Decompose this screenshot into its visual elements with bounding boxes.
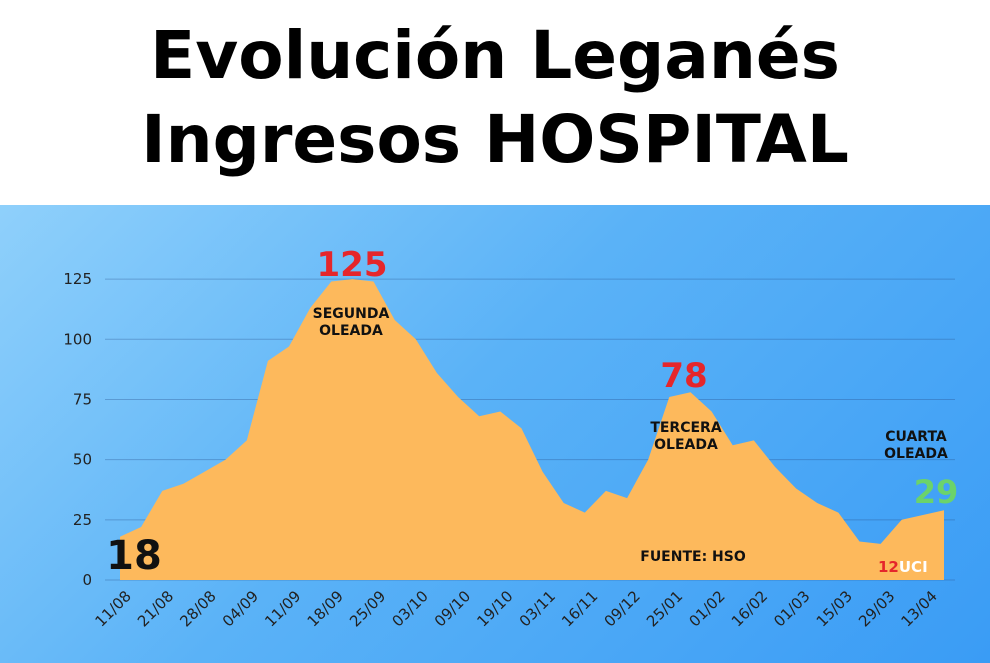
x-axis-ticks: 11/08 21/08 28/08 04/09 11/09 18/09 25/09 03/10… xyxy=(92,587,941,630)
x-tick-label: 16/11 xyxy=(558,587,601,630)
x-tick-label: 09/10 xyxy=(431,587,474,630)
x-tick-label: 01/03 xyxy=(770,587,813,630)
x-tick-label: 18/09 xyxy=(304,587,347,630)
fourth-wave-label-1: CUARTA xyxy=(885,429,947,445)
x-tick-label: 19/10 xyxy=(473,587,516,630)
title-block: Evolución Leganés Ingresos HOSPITAL xyxy=(0,0,990,205)
third-wave-value-label: 78 xyxy=(660,356,707,396)
title-line-1: Evolución Leganés xyxy=(150,17,840,94)
y-tick-label: 0 xyxy=(82,571,92,589)
x-tick-label: 15/03 xyxy=(813,587,856,630)
second-wave-label-2: OLEADA xyxy=(319,323,383,339)
x-tick-label: 25/01 xyxy=(643,587,686,630)
y-tick-label: 75 xyxy=(73,390,92,408)
y-tick-label: 125 xyxy=(63,270,92,288)
title-line-2: Ingresos HOSPITAL xyxy=(141,101,849,178)
third-wave-label-1: TERCERA xyxy=(650,420,722,436)
brand-logo-number: 12 xyxy=(878,558,899,576)
x-tick-label: 01/02 xyxy=(685,587,728,630)
brand-logo: 12UCI xyxy=(878,558,928,576)
x-tick-label: 21/08 xyxy=(134,587,177,630)
third-wave-label-2: OLEADA xyxy=(654,437,718,453)
y-tick-label: 25 xyxy=(73,511,92,529)
x-tick-label: 04/09 xyxy=(219,587,262,630)
brand-logo-text: UCI xyxy=(899,558,928,576)
y-tick-label: 50 xyxy=(73,451,92,469)
x-tick-label: 16/02 xyxy=(728,587,771,630)
x-tick-label: 25/09 xyxy=(346,587,389,630)
x-tick-label: 03/10 xyxy=(388,587,431,630)
x-tick-label: 03/11 xyxy=(516,587,559,630)
chart-area: 0 25 50 75 100 125 11/08 21/08 28/08 04/09 11/09 1… xyxy=(0,205,990,663)
y-axis-ticks: 0 25 50 75 100 125 xyxy=(63,270,92,589)
x-tick-label: 28/08 xyxy=(176,587,219,630)
x-tick-label: 11/08 xyxy=(92,587,135,630)
peak-value-label: 125 xyxy=(317,245,388,285)
y-tick-label: 100 xyxy=(63,330,92,348)
start-value-label: 18 xyxy=(106,533,162,579)
x-tick-label: 11/09 xyxy=(261,587,304,630)
x-tick-label: 29/03 xyxy=(855,587,898,630)
x-tick-label: 09/12 xyxy=(601,587,644,630)
end-value-label: 29 xyxy=(914,473,959,511)
second-wave-label-1: SEGUNDA xyxy=(313,306,390,322)
fourth-wave-label-2: OLEADA xyxy=(884,446,948,462)
x-tick-label: 13/04 xyxy=(898,587,941,630)
chart-area-fill xyxy=(120,279,944,580)
source-label: FUENTE: HSO xyxy=(640,549,746,565)
